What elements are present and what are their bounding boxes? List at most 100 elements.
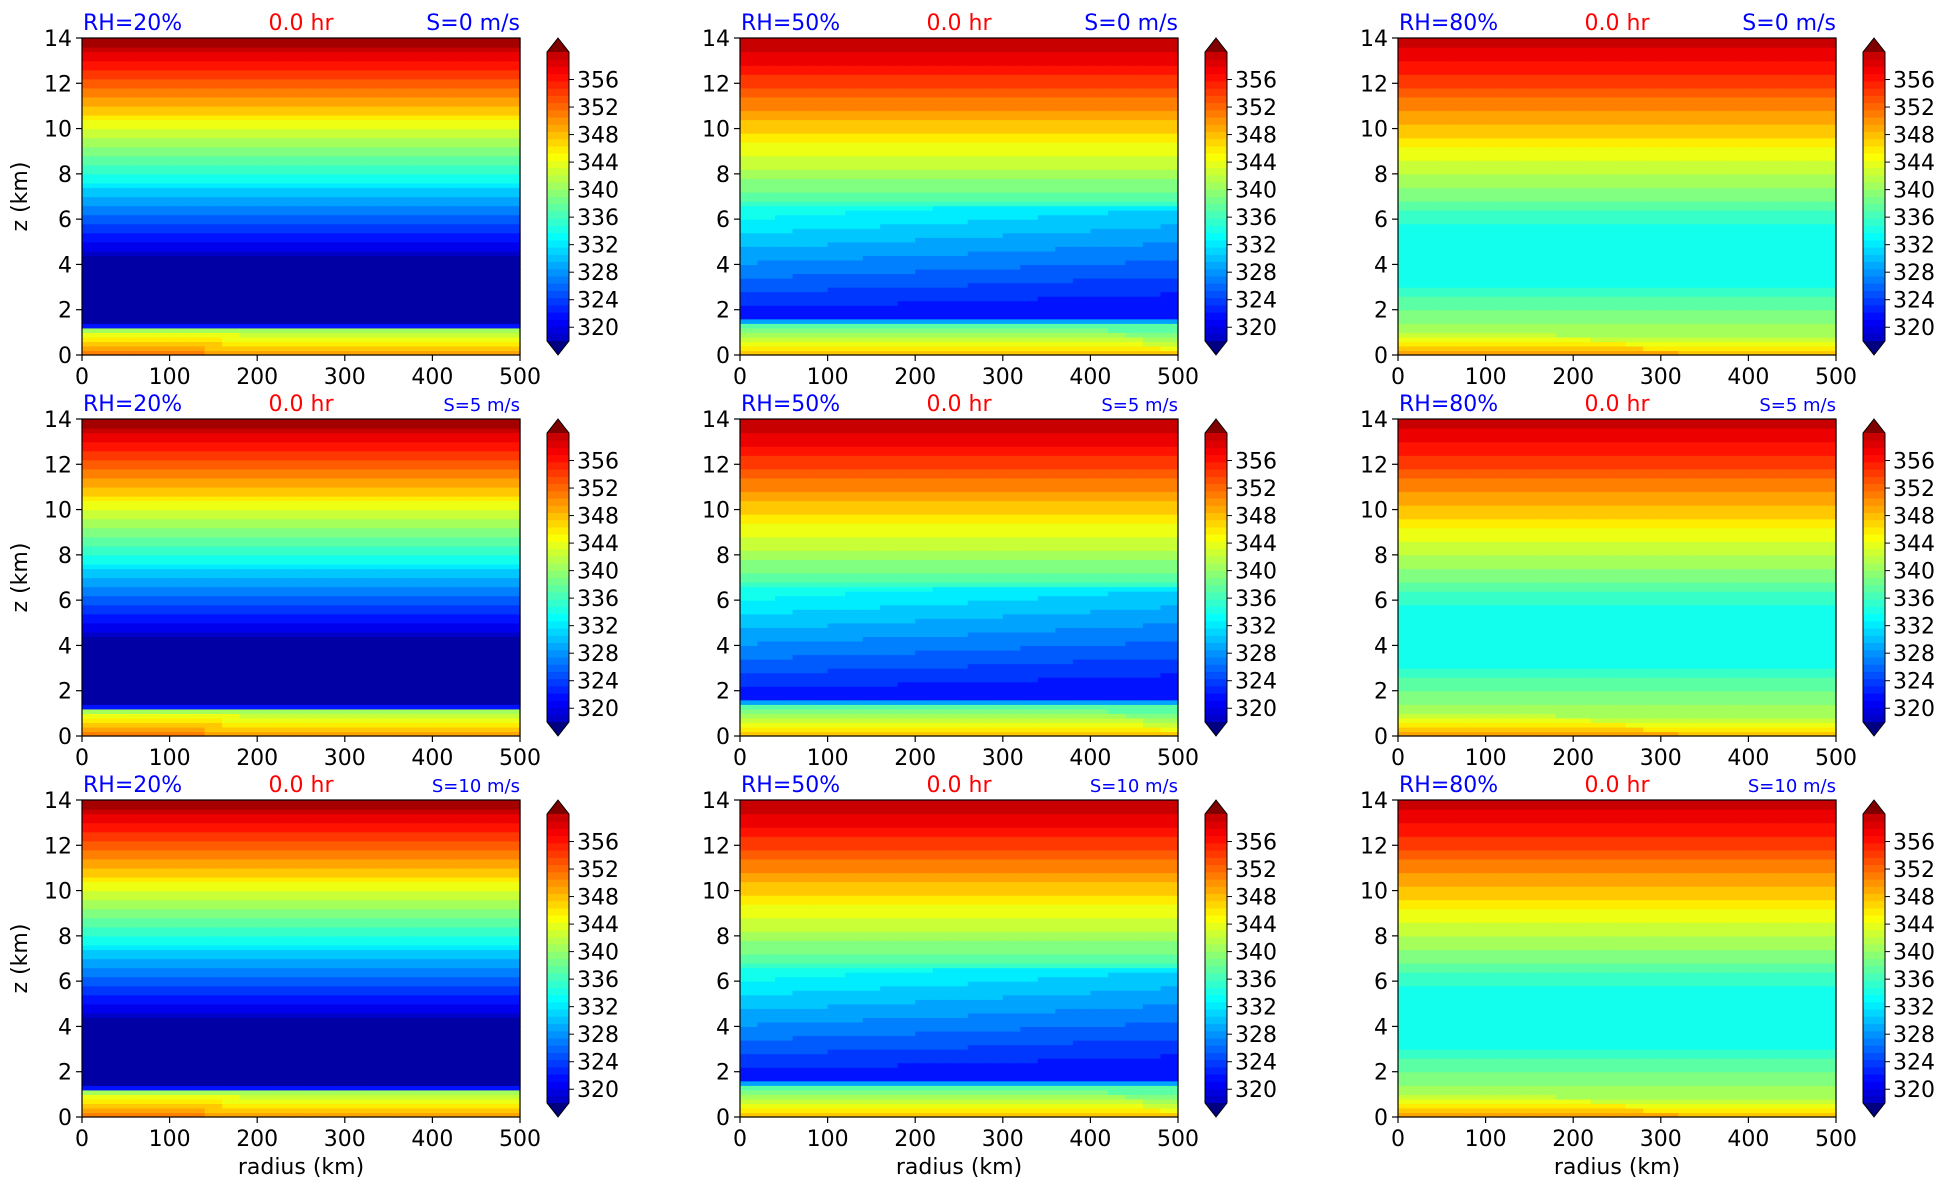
heatmap-cell — [467, 47, 486, 53]
heatmap-cell — [1450, 96, 1469, 102]
heatmap-cell — [1625, 151, 1644, 157]
heatmap-cell — [502, 336, 521, 343]
heatmap-cell — [467, 282, 486, 288]
heatmap-cell — [845, 255, 864, 261]
heatmap-cell — [1643, 105, 1662, 112]
heatmap-cell — [467, 327, 486, 333]
heatmap-cell — [152, 223, 171, 229]
heatmap-cell — [1660, 264, 1679, 270]
colorbar-band — [547, 153, 569, 161]
heatmap-cell — [397, 187, 416, 193]
heatmap-cell — [1125, 214, 1144, 220]
heatmap-cell — [1695, 42, 1714, 48]
heatmap-cell — [344, 259, 363, 266]
heatmap-cell — [1090, 300, 1109, 306]
heatmap-cell — [810, 119, 829, 125]
heatmap-cell — [880, 178, 899, 184]
heatmap-cell — [327, 237, 346, 243]
heatmap-cell — [222, 255, 241, 261]
heatmap-cell — [379, 291, 398, 297]
colorbar-band — [547, 218, 569, 226]
heatmap-cell — [1072, 291, 1091, 297]
heatmap-cell — [239, 74, 258, 80]
heatmap-cell — [932, 259, 951, 266]
heatmap-cell — [1160, 128, 1179, 134]
heatmap-cell — [1695, 146, 1714, 152]
heatmap-cell — [1625, 69, 1644, 75]
heatmap-cell — [1573, 69, 1592, 75]
heatmap-cell — [1107, 142, 1127, 148]
heatmap-cell — [1660, 219, 1679, 225]
heatmap-cell — [309, 47, 328, 53]
heatmap-cell — [204, 151, 223, 157]
heatmap-cell — [1125, 196, 1144, 202]
x-tick-label: 0 — [733, 365, 747, 390]
heatmap-cell — [134, 114, 153, 121]
heatmap-cell — [1142, 196, 1162, 202]
heatmap-cell — [1142, 191, 1162, 198]
heatmap-cell — [152, 278, 171, 284]
heatmap-cell — [257, 219, 276, 225]
heatmap-cell — [274, 232, 293, 238]
heatmap-cell — [1125, 38, 1144, 44]
heatmap-cell — [134, 350, 153, 356]
heatmap-cell — [397, 146, 416, 152]
heatmap-cell — [897, 205, 916, 211]
heatmap-cell — [1160, 105, 1179, 112]
heatmap-cell — [1538, 214, 1557, 220]
heatmap-cell — [397, 318, 416, 324]
heatmap-cell — [379, 142, 398, 148]
heatmap-cell — [967, 336, 986, 343]
heatmap-cell — [274, 282, 293, 288]
heatmap-cell — [862, 137, 881, 143]
heatmap-cell — [967, 128, 986, 134]
heatmap-cell — [1160, 332, 1179, 338]
heatmap-cell — [1142, 47, 1162, 53]
heatmap-cell — [880, 268, 899, 275]
heatmap-cell — [1485, 65, 1504, 71]
heatmap-cell — [309, 210, 328, 216]
heatmap-cell — [1142, 246, 1162, 252]
heatmap-cell — [1520, 336, 1539, 343]
heatmap-cell — [915, 191, 934, 198]
heatmap-cell — [1072, 110, 1091, 116]
heatmap-cell — [1398, 47, 1417, 53]
heatmap-cell — [239, 119, 258, 125]
heatmap-cell — [309, 133, 328, 139]
heatmap-cell — [1713, 345, 1732, 352]
heatmap-cell — [985, 187, 1004, 193]
heatmap-cell — [757, 83, 776, 89]
colorbar-band — [547, 182, 569, 190]
heatmap-cell — [362, 160, 381, 166]
heatmap-cell — [810, 196, 829, 202]
heatmap-cell — [1090, 350, 1109, 356]
heatmap-cell — [239, 137, 258, 143]
heatmap-cell — [1415, 264, 1434, 270]
heatmap-cell — [169, 246, 188, 252]
heatmap-cell — [792, 214, 811, 220]
heatmap-cell — [274, 278, 293, 284]
heatmap-cell — [362, 309, 381, 315]
heatmap-cell — [187, 268, 206, 275]
heatmap-cell — [1678, 228, 1697, 234]
heatmap-cell — [292, 164, 311, 170]
heatmap-cell — [292, 287, 311, 293]
heatmap-cell — [1555, 228, 1574, 234]
heatmap-cell — [985, 264, 1004, 270]
heatmap-cell — [1090, 114, 1109, 121]
heatmap-cell — [827, 160, 846, 166]
heatmap-cell — [1107, 201, 1127, 207]
heatmap-cell — [932, 191, 951, 198]
heatmap-cell — [484, 160, 504, 166]
heatmap-cell — [152, 128, 171, 134]
heatmap-cell — [950, 42, 969, 48]
heatmap-cell — [1660, 291, 1679, 297]
heatmap-cell — [1503, 142, 1522, 148]
heatmap-cell — [292, 47, 311, 53]
heatmap-cell — [1107, 210, 1127, 216]
colorbar-band — [1205, 254, 1227, 263]
heatmap-cell — [432, 169, 451, 175]
heatmap-cell — [1695, 101, 1714, 107]
heatmap-cell — [327, 96, 346, 102]
